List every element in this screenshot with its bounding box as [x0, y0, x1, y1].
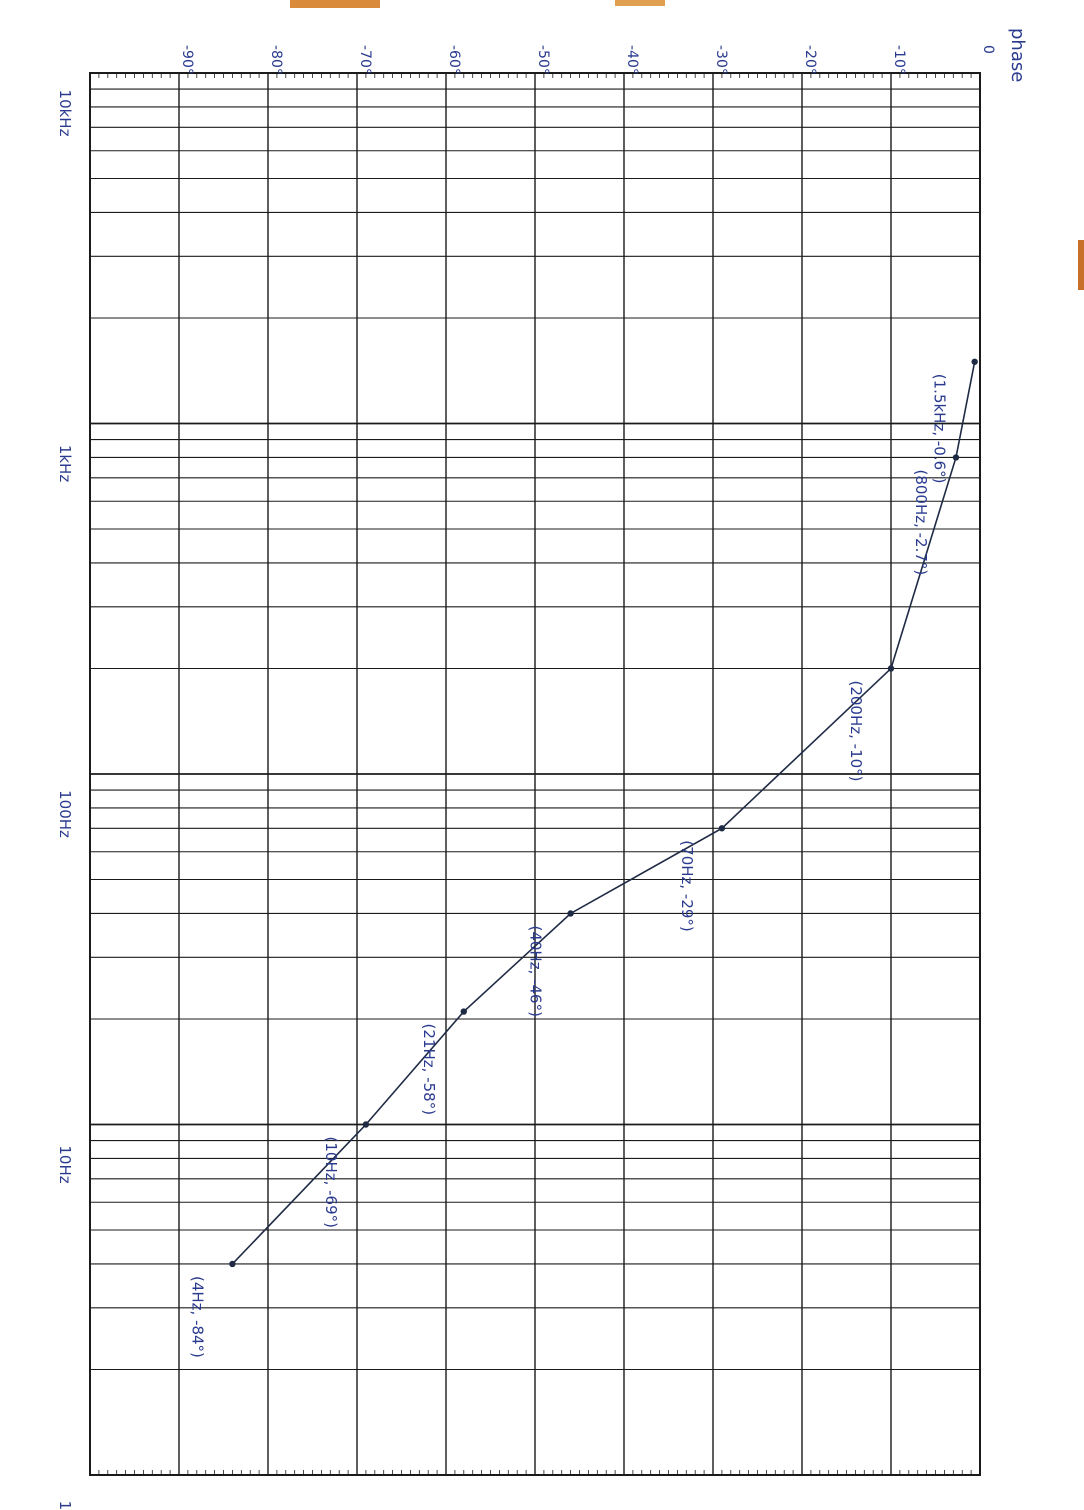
paper-edge-mark — [615, 0, 665, 6]
phase-tick-label: -50° — [535, 45, 551, 75]
frequency-tick-label: 10kHz — [56, 90, 74, 137]
data-point-label: (10Hz, -69°) — [322, 1137, 340, 1228]
phase-tick-label: -80° — [268, 45, 284, 75]
data-point — [887, 665, 895, 672]
data-point-label: (800Hz, -2.7°) — [912, 469, 930, 575]
paper-edge-mark — [1078, 240, 1084, 290]
data-point — [460, 1008, 467, 1015]
phase-tick-label: -20° — [802, 45, 818, 75]
phase-series-line — [231, 361, 976, 1265]
data-point — [362, 1121, 370, 1128]
paper-edge-mark — [290, 0, 380, 8]
phase-tick-label: -60° — [446, 45, 462, 75]
phase-tick-label: -90° — [179, 45, 195, 75]
phase-tick-label: -10° — [891, 45, 907, 75]
data-point-label: (4Hz, -84°) — [188, 1276, 206, 1358]
data-point — [952, 454, 960, 461]
frequency-tick-label: 10Hz — [56, 1145, 74, 1183]
frequency-tick-label: 1Hz — [56, 1501, 74, 1510]
data-point — [718, 825, 726, 832]
data-point-label: (21Hz, -58°) — [420, 1024, 438, 1115]
frequency-tick-label: 1kHz — [56, 445, 74, 483]
data-point-label: (1.5kHz, -0.6°) — [931, 374, 949, 484]
frequency-tick-label: 100Hz — [56, 790, 74, 838]
phase-tick-label: -40° — [624, 45, 640, 75]
data-point — [229, 1260, 236, 1268]
phase-tick-label: -70° — [357, 45, 373, 75]
data-point-label: (70Hz, -29°) — [678, 840, 696, 931]
phase-tick-label: 0 — [980, 45, 996, 54]
data-point-label: (200Hz, -10°) — [847, 680, 865, 781]
data-point — [971, 358, 978, 365]
data-point — [567, 910, 574, 917]
phase-tick-label: -30° — [713, 45, 729, 75]
data-point-label: (40Hz, -46°) — [527, 925, 545, 1016]
y-axis-label: phase — [1007, 28, 1028, 82]
